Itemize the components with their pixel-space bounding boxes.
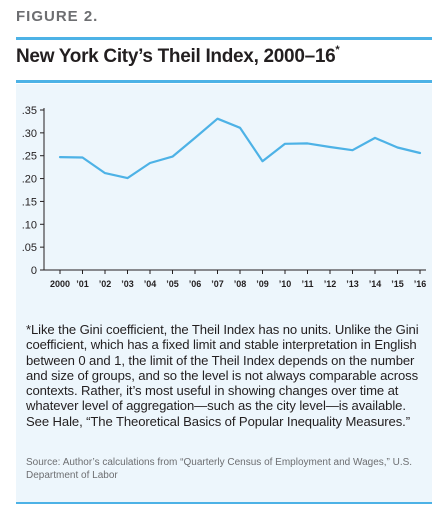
x-tick-label: ’07 xyxy=(211,279,224,289)
x-tick-label: ’10 xyxy=(279,279,292,289)
x-tick-label: ’15 xyxy=(391,279,404,289)
chart-title: New York City’s Theil Index, 2000–16* xyxy=(16,44,340,68)
y-axis: 0 .05 .10 .15 .20 .25 .30 .35 xyxy=(22,105,45,277)
x-tick-label: ’12 xyxy=(324,279,337,289)
x-tick-label: ’01 xyxy=(76,279,89,289)
y-tick-label: .15 xyxy=(22,196,37,208)
y-tick-label: .35 xyxy=(22,105,37,117)
x-tick-label: ’16 xyxy=(414,279,427,289)
x-axis: 2000 ’01 ’02 ’03 ’04 ’05 ’06 ’07 ’08 ’09 ’10 ’11 ’12… xyxy=(44,269,427,289)
x-tick-label: ’11 xyxy=(301,279,313,289)
x-tick-label: 2000 xyxy=(50,279,70,289)
source-note: Source: Author’s calculations from “Quar… xyxy=(26,457,413,481)
footnote: *Like the Gini coefficient, the Theil In… xyxy=(26,322,419,429)
y-tick-label: .25 xyxy=(22,151,37,163)
x-tick-label: ’14 xyxy=(369,279,382,289)
y-tick-label: .20 xyxy=(22,174,37,186)
title-footnote-marker: * xyxy=(335,44,340,56)
x-tick-label: ’08 xyxy=(234,279,247,289)
x-tick-label: ’13 xyxy=(346,279,359,289)
x-tick-label: ’09 xyxy=(256,279,269,289)
x-tick-label: ’02 xyxy=(99,279,112,289)
series-line xyxy=(58,117,422,180)
title-rule xyxy=(16,80,432,83)
y-tick-label: .30 xyxy=(22,128,37,140)
chart-panel xyxy=(16,84,432,504)
series xyxy=(58,117,422,180)
figure-label: FIGURE 2. xyxy=(16,8,99,25)
y-tick-label: .10 xyxy=(22,219,37,231)
panel-bottom-rule xyxy=(16,502,432,504)
x-tick-label: ’06 xyxy=(189,279,202,289)
x-tick-label: ’05 xyxy=(166,279,179,289)
y-tick-label: 0 xyxy=(31,265,37,277)
top-rule xyxy=(16,37,432,40)
y-tick-label: .05 xyxy=(22,242,37,254)
chart-title-text: New York City’s Theil Index, 2000–16 xyxy=(16,46,336,67)
x-tick-label: ’04 xyxy=(144,279,157,289)
x-tick-label: ’03 xyxy=(121,279,134,289)
